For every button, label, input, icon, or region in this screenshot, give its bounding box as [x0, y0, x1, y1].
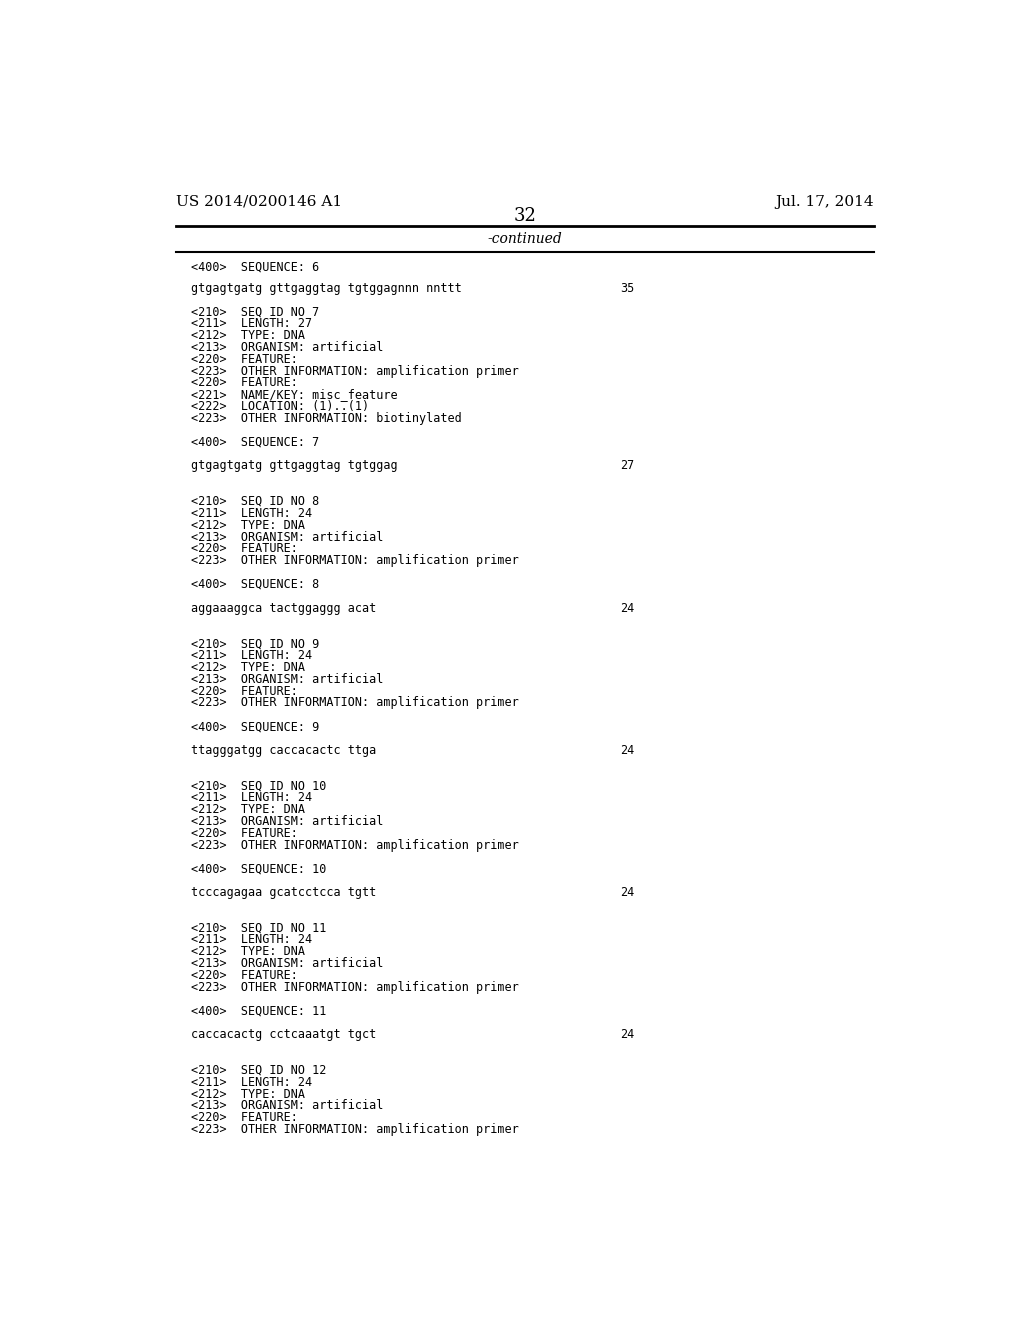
Text: <210>  SEQ ID NO 10: <210> SEQ ID NO 10 [191, 779, 327, 792]
Text: <213>  ORGANISM: artificial: <213> ORGANISM: artificial [191, 814, 384, 828]
Text: 35: 35 [620, 281, 634, 294]
Text: <400>  SEQUENCE: 11: <400> SEQUENCE: 11 [191, 1005, 327, 1018]
Text: gtgagtgatg gttgaggtag tgtggagnnn nnttt: gtgagtgatg gttgaggtag tgtggagnnn nnttt [191, 281, 462, 294]
Text: <400>  SEQUENCE: 10: <400> SEQUENCE: 10 [191, 862, 327, 875]
Text: <220>  FEATURE:: <220> FEATURE: [191, 685, 298, 697]
Text: <212>  TYPE: DNA: <212> TYPE: DNA [191, 661, 305, 675]
Text: Jul. 17, 2014: Jul. 17, 2014 [775, 195, 873, 209]
Text: 32: 32 [513, 207, 537, 226]
Text: <223>  OTHER INFORMATION: amplification primer: <223> OTHER INFORMATION: amplification p… [191, 981, 519, 994]
Text: <400>  SEQUENCE: 8: <400> SEQUENCE: 8 [191, 578, 319, 591]
Text: <223>  OTHER INFORMATION: amplification primer: <223> OTHER INFORMATION: amplification p… [191, 838, 519, 851]
Text: <212>  TYPE: DNA: <212> TYPE: DNA [191, 803, 305, 816]
Text: <210>  SEQ ID NO 12: <210> SEQ ID NO 12 [191, 1064, 327, 1077]
Text: aggaaaggca tactggaggg acat: aggaaaggca tactggaggg acat [191, 602, 377, 615]
Text: <211>  LENGTH: 24: <211> LENGTH: 24 [191, 649, 312, 663]
Text: 24: 24 [620, 602, 634, 615]
Text: <212>  TYPE: DNA: <212> TYPE: DNA [191, 519, 305, 532]
Text: -continued: -continued [487, 231, 562, 246]
Text: tcccagagaa gcatcctcca tgtt: tcccagagaa gcatcctcca tgtt [191, 886, 377, 899]
Text: <211>  LENGTH: 24: <211> LENGTH: 24 [191, 1076, 312, 1089]
Text: <210>  SEQ ID NO 7: <210> SEQ ID NO 7 [191, 305, 319, 318]
Text: <211>  LENGTH: 24: <211> LENGTH: 24 [191, 507, 312, 520]
Text: ttagggatgg caccacactc ttga: ttagggatgg caccacactc ttga [191, 744, 377, 756]
Text: 24: 24 [620, 1028, 634, 1041]
Text: <220>  FEATURE:: <220> FEATURE: [191, 1111, 298, 1125]
Text: <213>  ORGANISM: artificial: <213> ORGANISM: artificial [191, 673, 384, 686]
Text: <212>  TYPE: DNA: <212> TYPE: DNA [191, 945, 305, 958]
Text: <211>  LENGTH: 24: <211> LENGTH: 24 [191, 933, 312, 946]
Text: <400>  SEQUENCE: 6: <400> SEQUENCE: 6 [191, 261, 319, 273]
Text: <213>  ORGANISM: artificial: <213> ORGANISM: artificial [191, 531, 384, 544]
Text: <400>  SEQUENCE: 9: <400> SEQUENCE: 9 [191, 721, 319, 733]
Text: <223>  OTHER INFORMATION: amplification primer: <223> OTHER INFORMATION: amplification p… [191, 1123, 519, 1137]
Text: 24: 24 [620, 886, 634, 899]
Text: <220>  FEATURE:: <220> FEATURE: [191, 543, 298, 556]
Text: <213>  ORGANISM: artificial: <213> ORGANISM: artificial [191, 957, 384, 970]
Text: gtgagtgatg gttgaggtag tgtggag: gtgagtgatg gttgaggtag tgtggag [191, 459, 398, 473]
Text: <220>  FEATURE:: <220> FEATURE: [191, 969, 298, 982]
Text: caccacactg cctcaaatgt tgct: caccacactg cctcaaatgt tgct [191, 1028, 377, 1041]
Text: <210>  SEQ ID NO 8: <210> SEQ ID NO 8 [191, 495, 319, 508]
Text: <211>  LENGTH: 24: <211> LENGTH: 24 [191, 791, 312, 804]
Text: <223>  OTHER INFORMATION: biotinylated: <223> OTHER INFORMATION: biotinylated [191, 412, 462, 425]
Text: <212>  TYPE: DNA: <212> TYPE: DNA [191, 1088, 305, 1101]
Text: 24: 24 [620, 744, 634, 756]
Text: <223>  OTHER INFORMATION: amplification primer: <223> OTHER INFORMATION: amplification p… [191, 697, 519, 709]
Text: <213>  ORGANISM: artificial: <213> ORGANISM: artificial [191, 341, 384, 354]
Text: <211>  LENGTH: 27: <211> LENGTH: 27 [191, 317, 312, 330]
Text: US 2014/0200146 A1: US 2014/0200146 A1 [176, 195, 342, 209]
Text: <221>  NAME/KEY: misc_feature: <221> NAME/KEY: misc_feature [191, 388, 398, 401]
Text: <220>  FEATURE:: <220> FEATURE: [191, 352, 298, 366]
Text: <222>  LOCATION: (1)..(1): <222> LOCATION: (1)..(1) [191, 400, 370, 413]
Text: <220>  FEATURE:: <220> FEATURE: [191, 826, 298, 840]
Text: <220>  FEATURE:: <220> FEATURE: [191, 376, 298, 389]
Text: <213>  ORGANISM: artificial: <213> ORGANISM: artificial [191, 1100, 384, 1113]
Text: <210>  SEQ ID NO 9: <210> SEQ ID NO 9 [191, 638, 319, 651]
Text: <210>  SEQ ID NO 11: <210> SEQ ID NO 11 [191, 921, 327, 935]
Text: <400>  SEQUENCE: 7: <400> SEQUENCE: 7 [191, 436, 319, 449]
Text: 27: 27 [620, 459, 634, 473]
Text: <212>  TYPE: DNA: <212> TYPE: DNA [191, 329, 305, 342]
Text: <223>  OTHER INFORMATION: amplification primer: <223> OTHER INFORMATION: amplification p… [191, 554, 519, 568]
Text: <223>  OTHER INFORMATION: amplification primer: <223> OTHER INFORMATION: amplification p… [191, 364, 519, 378]
